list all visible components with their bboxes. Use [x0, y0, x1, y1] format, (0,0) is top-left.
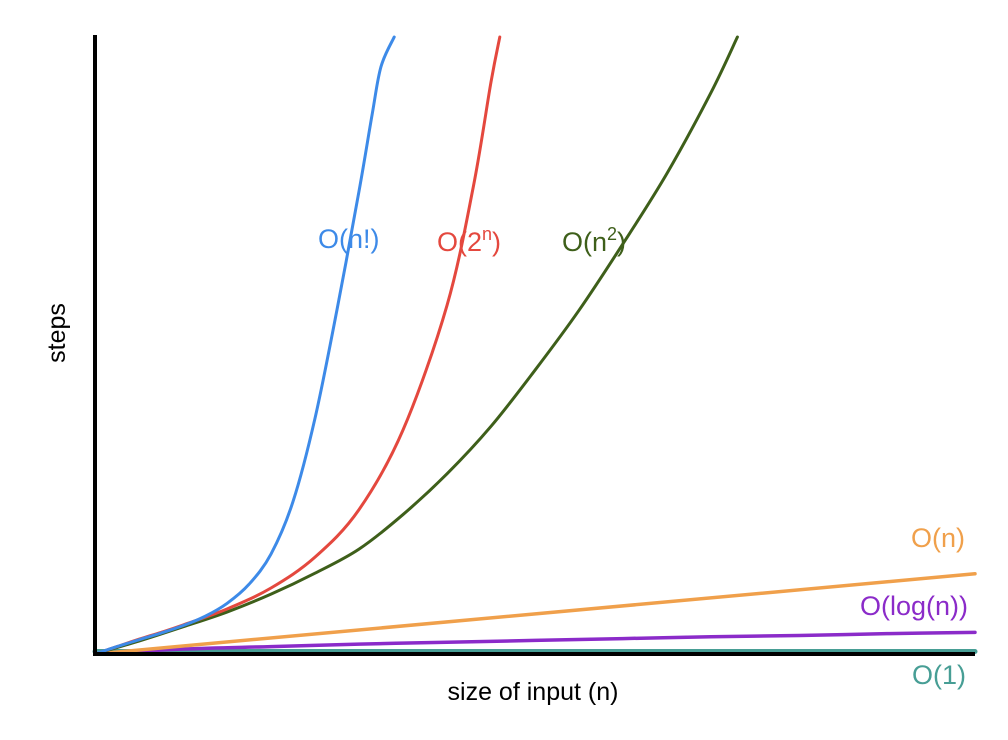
- series-label-1: O(2n): [437, 224, 501, 257]
- x-axis-title: size of input (n): [448, 678, 619, 706]
- series-line-0: [93, 35, 396, 656]
- series-label-base: O(n): [911, 523, 965, 553]
- series-label-base: O(n: [562, 227, 607, 257]
- series-label-superscript: 2: [607, 224, 617, 244]
- series-label-superscript: n: [482, 224, 492, 244]
- series-label-base: O(n!): [318, 224, 380, 254]
- series-label-suffix: ): [492, 227, 501, 257]
- series-label-2: O(n2): [562, 224, 626, 257]
- series-labels: O(n!) O(2n) O(n2)O(n)O(log(n))O(1): [318, 224, 968, 690]
- series-line-1: [93, 35, 502, 656]
- series-label-base: O(2: [437, 227, 482, 257]
- series-label-4: O(log(n)): [860, 591, 968, 621]
- y-axis-title: steps: [43, 303, 71, 363]
- series-line-3: [93, 572, 977, 656]
- series-label-5: O(1): [912, 660, 966, 690]
- series-label-3: O(n): [911, 523, 965, 553]
- series-label-base: O(log(n)): [860, 591, 968, 621]
- series-lines: [92, 35, 978, 656]
- series-label-suffix: ): [617, 227, 626, 257]
- series-label-0: O(n!): [318, 224, 380, 254]
- series-label-base: O(1): [912, 660, 966, 690]
- series-line-2: [93, 35, 739, 656]
- series-line-4: [93, 630, 977, 656]
